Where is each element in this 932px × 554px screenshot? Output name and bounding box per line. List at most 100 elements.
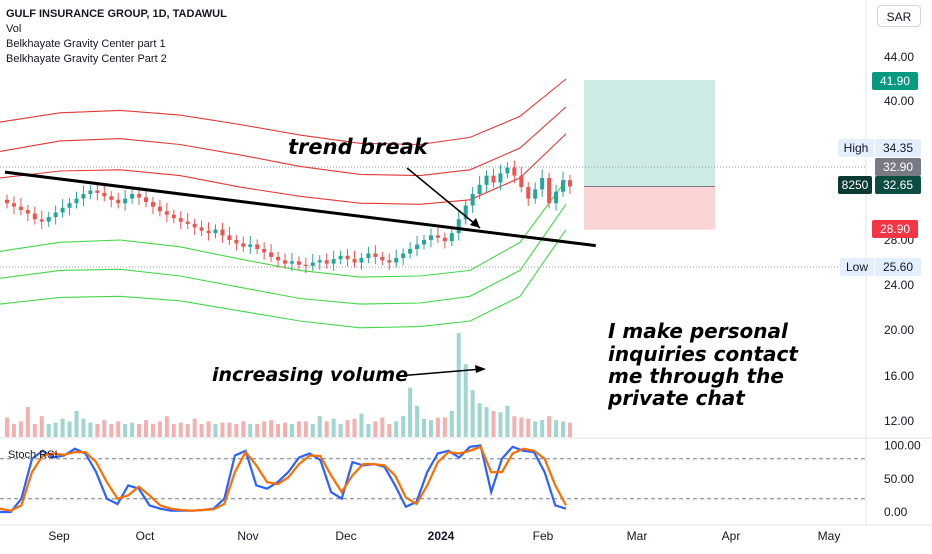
candle-body <box>60 207 65 213</box>
candle-body <box>415 244 420 249</box>
candle-body <box>144 197 148 203</box>
volume-arrow <box>397 368 483 377</box>
volume-bar <box>18 421 23 437</box>
time-axis-tick: Mar <box>627 529 648 543</box>
volume-bar <box>276 424 281 437</box>
candle-body <box>512 167 517 176</box>
volume-bar <box>470 390 475 437</box>
annotation-note-line-3: me through the <box>608 364 784 388</box>
price-axis-tick: 40.00 <box>884 94 914 108</box>
candle-body <box>164 211 169 215</box>
legend-symbol[interactable]: GULF INSURANCE GROUP, 1D, TADAWUL <box>6 8 227 20</box>
volume-bar <box>157 421 162 437</box>
volume-bar <box>206 421 211 437</box>
candle-body <box>74 198 79 204</box>
volume-bar <box>533 421 538 437</box>
annotation-note-line-2: inquiries contact <box>608 342 799 366</box>
current-tag-badge-bg <box>838 176 872 194</box>
volume-bar <box>88 422 93 437</box>
candle-body <box>408 249 413 254</box>
current-tag-badge: 8250 <box>842 178 869 192</box>
candle-body <box>116 199 121 204</box>
candle-body <box>276 256 281 261</box>
volume-bar <box>477 403 482 437</box>
candle-body <box>387 260 392 263</box>
volume-bar <box>234 424 239 437</box>
candle-body <box>220 229 225 236</box>
candle-body <box>317 260 322 263</box>
legend-indicator-1[interactable]: Belkhayate Gravity Center part 1 <box>6 38 166 50</box>
gravity-band-red-upper <box>0 78 567 146</box>
volume-bar <box>317 416 322 437</box>
volume-bar <box>422 418 426 437</box>
currency-button[interactable]: SAR <box>877 5 921 27</box>
candle-body <box>394 258 399 263</box>
time-axis-tick: May <box>818 529 841 543</box>
volume-bar <box>269 420 274 437</box>
candle-body <box>463 205 468 220</box>
price-axis-tick: 16.00 <box>884 369 914 383</box>
candle-body <box>213 229 218 234</box>
candle-body <box>526 187 531 199</box>
volume-bar <box>220 422 225 437</box>
legend-volume[interactable]: Vol <box>6 23 22 35</box>
high-price-badge: 34.35 <box>883 141 913 155</box>
volume-bar <box>39 416 44 437</box>
volume-bar <box>262 421 267 437</box>
volume-bar <box>373 421 378 437</box>
stoch-axis-tick: 100.00 <box>884 439 921 453</box>
volume-bar <box>540 420 545 437</box>
candle-body <box>505 167 510 174</box>
candle-body <box>561 180 565 192</box>
gravity-band-green-upper <box>0 179 567 278</box>
candle-body <box>130 194 135 199</box>
volume-bar <box>150 424 155 437</box>
candle-body <box>234 240 239 244</box>
candle-body <box>137 194 142 198</box>
stoch-axis-tick: 50.00 <box>884 472 914 486</box>
candle-body <box>484 175 489 185</box>
candle-body <box>283 260 287 264</box>
trendline <box>4 170 596 248</box>
volume-bar <box>428 420 433 437</box>
volume-bar <box>199 424 204 437</box>
candle-body <box>150 202 155 207</box>
candle-body <box>310 262 315 266</box>
candle-body <box>88 190 93 194</box>
volume-bar <box>526 418 531 437</box>
stop-price-badge-bg <box>872 220 918 238</box>
low-label-badge: Low <box>846 260 868 274</box>
annotation-note-line-1: I make personal <box>608 319 789 343</box>
volume-bar <box>32 424 37 437</box>
candle-body <box>192 223 197 228</box>
volume-bar <box>561 421 565 437</box>
legend-indicator-2[interactable]: Belkhayate Gravity Center Part 2 <box>6 53 167 65</box>
volume-bar <box>67 421 72 437</box>
stoch-rsi-d-line <box>0 445 567 512</box>
prev-price-badge: 32.90 <box>883 160 913 174</box>
candle-body <box>206 230 211 234</box>
volume-bar <box>310 424 315 437</box>
volume-bar <box>449 411 454 437</box>
time-axis-tick: Oct <box>136 529 155 543</box>
volume-bar <box>109 424 114 437</box>
volume-bar <box>283 422 287 437</box>
low-price-badge-bg <box>875 258 921 276</box>
target-price-badge-bg <box>872 72 918 90</box>
volume-bar <box>5 417 9 437</box>
volume-bar <box>123 424 128 437</box>
candle-body <box>442 237 447 242</box>
price-axis-tick: 24.00 <box>884 278 914 292</box>
candle-body <box>262 249 267 253</box>
candle-body <box>289 261 294 264</box>
volume-bar <box>213 424 218 437</box>
volume-bar <box>463 364 468 437</box>
volume-bar <box>289 424 294 437</box>
candle-body <box>32 213 37 220</box>
candle-body <box>109 196 114 200</box>
volume-bar <box>394 421 399 437</box>
volume-bar <box>338 424 343 437</box>
stop-zone <box>584 186 715 230</box>
